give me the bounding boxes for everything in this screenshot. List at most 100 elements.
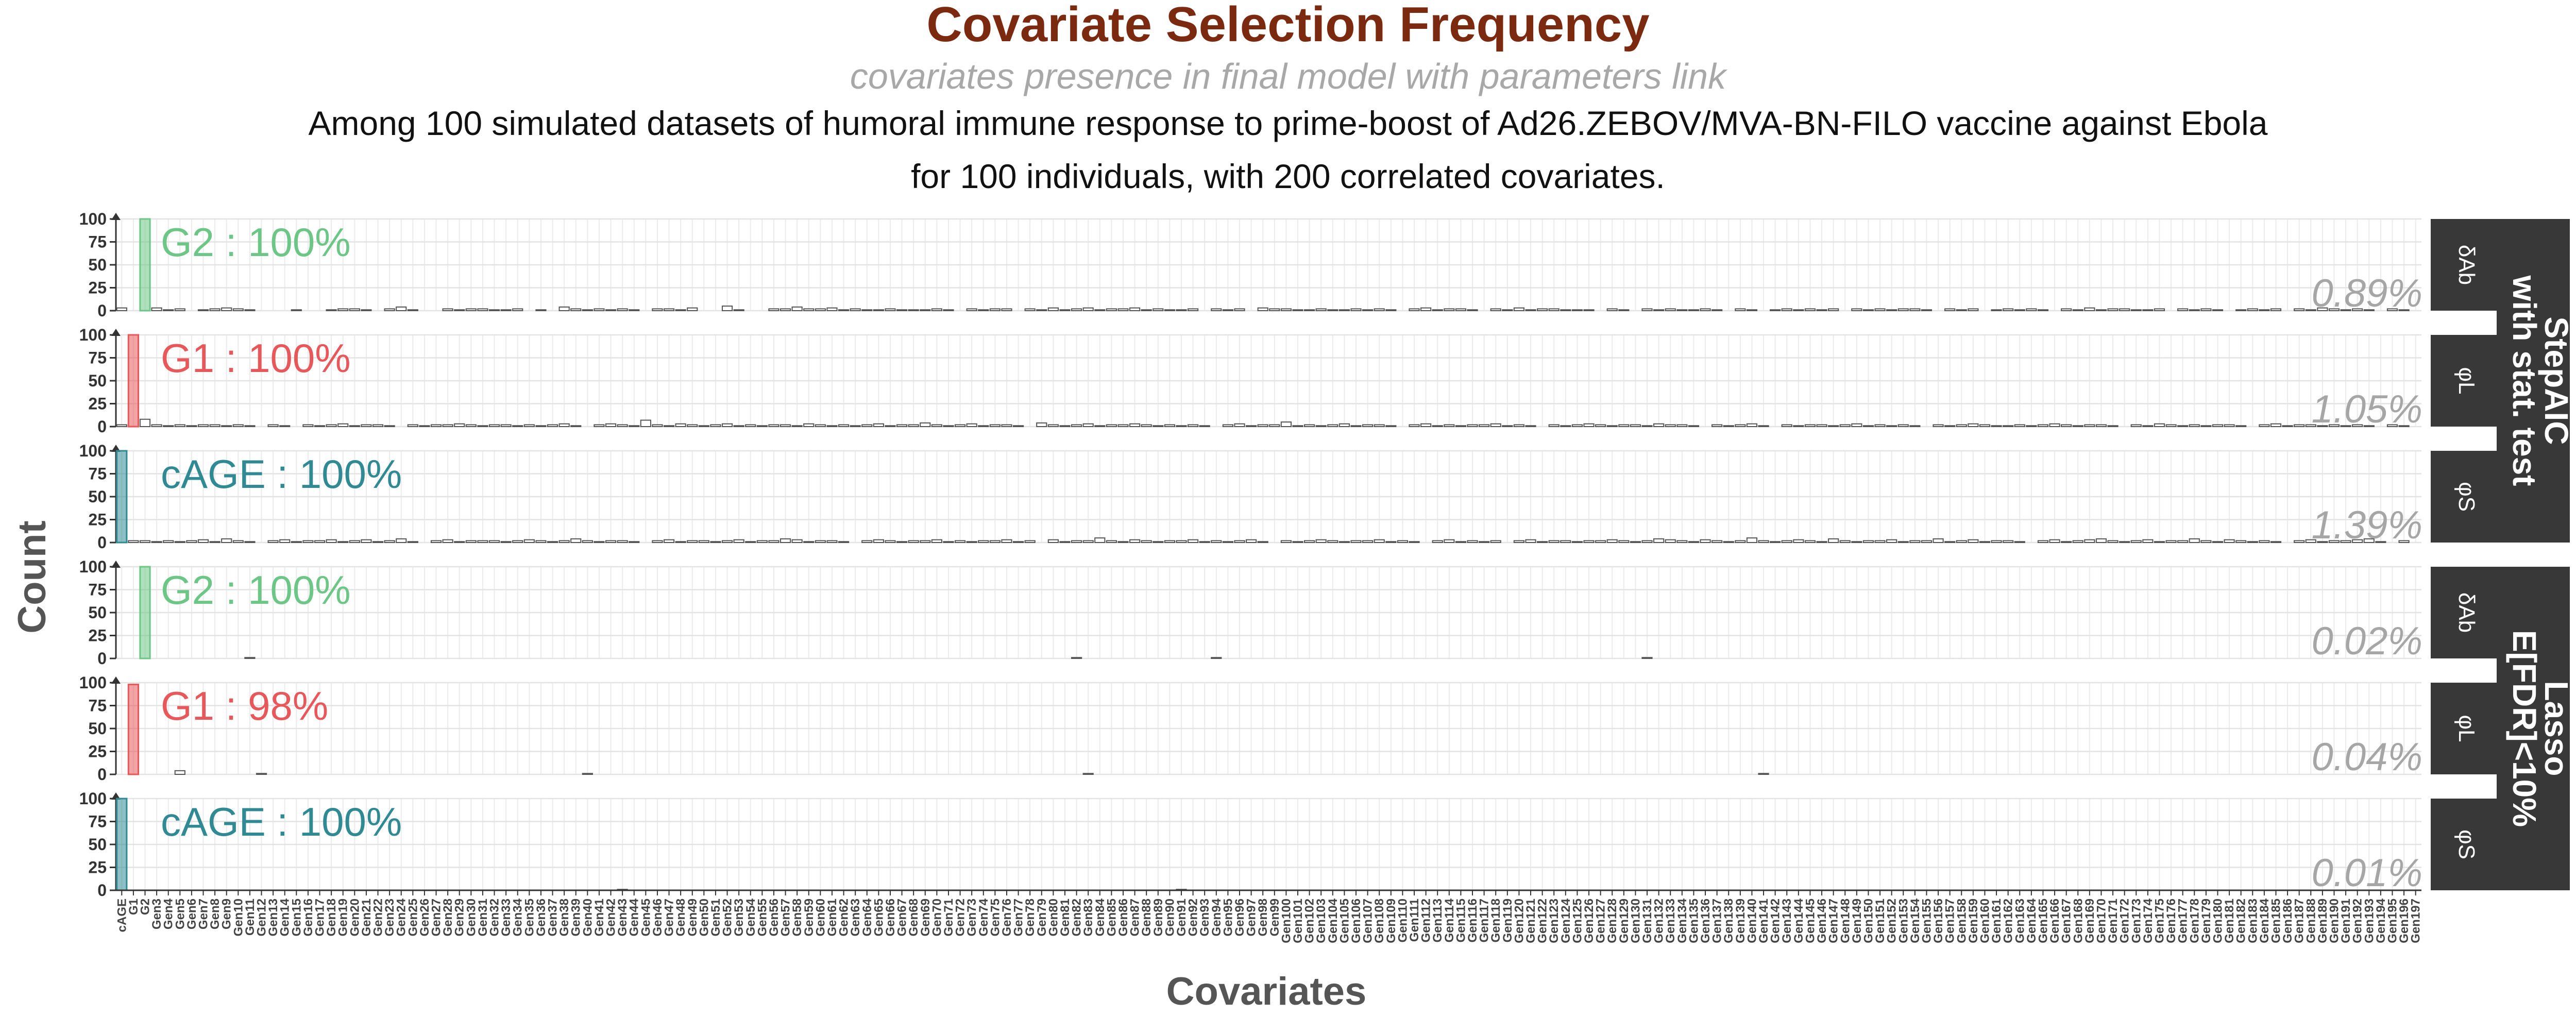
bar-Gen126 (1583, 423, 1595, 427)
bar-Gen118 (1490, 308, 1501, 312)
x-tick-label: Gen174 (2141, 898, 2155, 943)
x-tick-label: Gen52 (721, 899, 735, 936)
bar-Gen28 (442, 424, 453, 428)
bar-Gen96 (1234, 423, 1245, 427)
bar-Gen165 (2037, 424, 2049, 428)
bar-Gen68 (908, 540, 919, 543)
x-tick-label: Gen148 (1838, 899, 1852, 943)
bar-Gen184 (2259, 424, 2270, 428)
bar-Gen30 (465, 540, 477, 543)
bar-Gen141 (1758, 773, 1769, 775)
bar-Gen95 (1222, 541, 1234, 543)
bar-Gen30 (465, 424, 477, 428)
bar-Gen182 (2235, 309, 2247, 311)
x-tick-label: Gen128 (1605, 899, 1619, 943)
x-tick-label: Gen60 (814, 899, 827, 936)
bar-Gen145 (1804, 424, 1816, 428)
bar-Gen50 (698, 540, 709, 543)
x-tick-label: Gen172 (2118, 899, 2132, 943)
bar-Gen34 (512, 425, 523, 427)
noise-percentage: 0.02% (2312, 619, 2423, 663)
bar-Gen85 (1106, 424, 1117, 428)
bar-Gen181 (2224, 424, 2235, 428)
x-tick-label: Gen29 (453, 899, 467, 936)
bar-Gen82 (1071, 424, 1082, 428)
bar-Gen62 (838, 424, 850, 428)
bar-Gen171 (2107, 425, 2119, 427)
x-tick-label: Gen151 (1873, 899, 1887, 943)
bar-Gen38 (558, 306, 570, 312)
panel-5: 0 25 50 75 100 G1 : 98% 0.04% φL (79, 673, 2570, 784)
bar-Gen108 (1374, 539, 1385, 544)
highlight-label: G1 : 98% (161, 683, 328, 729)
bar-Gen169 (2084, 539, 2095, 544)
bar-Gen134 (1676, 540, 1688, 543)
bar-Gen185 (2270, 423, 2282, 427)
bar-Gen109 (1385, 425, 1397, 427)
x-tick-label: Gen61 (825, 899, 839, 936)
bar-Gen36 (535, 540, 547, 543)
y-tick-label: 75 (88, 465, 107, 483)
bar-Gen42 (605, 540, 617, 543)
x-tick-label: Gen103 (1314, 899, 1328, 943)
bar-Gen48 (675, 423, 686, 427)
bar-Gen154 (1909, 308, 1921, 312)
bar-Gen191 (2340, 425, 2351, 427)
bar-Gen179 (2200, 425, 2212, 427)
bar-Gen32 (488, 424, 500, 428)
y-tick-label: 75 (88, 697, 107, 715)
bar-Gen110 (1397, 540, 1409, 543)
x-tick-label: Gen63 (849, 899, 862, 936)
bar-Gen73 (966, 308, 977, 312)
x-tick-label: Gen91 (1175, 899, 1189, 936)
x-tick-label: Gen71 (942, 899, 956, 936)
bar-Gen83 (1082, 540, 1094, 543)
bar-Gen8 (209, 308, 221, 312)
bar-Gen22 (372, 424, 384, 428)
bar-Gen154 (1909, 425, 1921, 427)
bar-Gen78 (1024, 540, 1036, 543)
bar-Gen28 (442, 308, 453, 312)
bar-Gen39 (570, 308, 582, 312)
bar-Gen168 (2072, 309, 2083, 311)
bar-Gen143 (1781, 424, 1792, 428)
bar-Gen93 (1199, 541, 1210, 543)
x-tick-label: Gen88 (1140, 899, 1154, 936)
bar-Gen169 (2084, 424, 2095, 428)
bar-Gen29 (454, 309, 465, 311)
bar-Gen196 (2398, 309, 2410, 311)
bar-Gen73 (966, 541, 977, 543)
bar-Gen56 (768, 308, 779, 312)
bar-Gen121 (1525, 425, 1536, 427)
bar-Gen150 (1862, 309, 1874, 311)
bar-Gen166 (2049, 539, 2060, 544)
y-tick-label: 25 (88, 395, 107, 413)
bar-Gen168 (2072, 540, 2083, 543)
x-tick-label: Gen58 (790, 899, 804, 936)
bar-Gen92 (1187, 424, 1199, 428)
bar-Gen186 (2282, 425, 2293, 427)
bar-Gen92 (1187, 539, 1199, 544)
bar-Gen103 (1315, 539, 1327, 544)
bar-Gen49 (687, 424, 698, 428)
bar-Gen120 (1513, 540, 1525, 543)
bar-Gen32 (488, 309, 500, 311)
bar-Gen147 (1828, 425, 1839, 427)
bar-Gen8 (209, 424, 221, 428)
bar-Gen189 (2317, 541, 2328, 543)
bar-Gen175 (2154, 308, 2165, 312)
bar-Gen64 (861, 424, 873, 428)
bar-Gen131 (1641, 308, 1653, 312)
bar-Gen33 (500, 541, 512, 543)
bar-Gen166 (2049, 423, 2060, 427)
group-label-line2: with stat. test (2506, 275, 2543, 486)
y-tick-label: 50 (88, 371, 107, 390)
bar-Gen109 (1385, 541, 1397, 543)
bar-Gen137 (1711, 540, 1723, 543)
x-tick-label: Gen31 (476, 899, 490, 936)
bar-Gen195 (2386, 424, 2398, 428)
bar-Gen91 (1176, 540, 1187, 543)
x-tick-label: Gen36 (534, 899, 548, 936)
bar-Gen70 (931, 308, 942, 312)
